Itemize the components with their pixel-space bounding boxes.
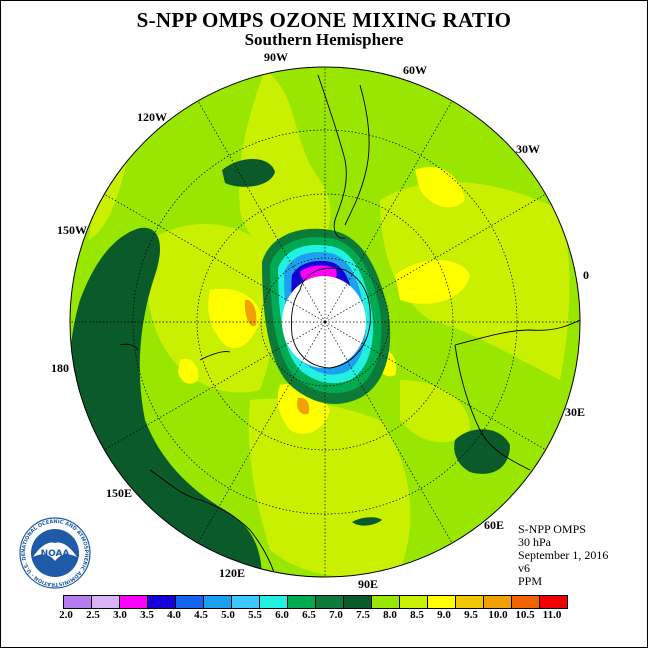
data-info-block: S-NPP OMPS 30 hPa September 1, 2016 v6 P… bbox=[518, 523, 608, 588]
noaa-logo: NATIONAL OCEANIC AND ATMOSPHERIC ADMINIS… bbox=[19, 517, 91, 589]
ozone-region bbox=[297, 397, 310, 415]
lon-label-150e: 150E bbox=[106, 486, 133, 500]
new-zealand-coast bbox=[199, 351, 231, 361]
colorbar-tick-label: 7.5 bbox=[356, 609, 370, 621]
south-america-coast bbox=[344, 84, 370, 226]
lon-label-60w: 60W bbox=[403, 63, 427, 77]
colorbar-tick-label: 11.0 bbox=[542, 609, 562, 621]
ozone-region bbox=[352, 517, 382, 526]
colorbar bbox=[63, 595, 568, 609]
colorbar-tick-label: 9.5 bbox=[464, 609, 478, 621]
lon-label-0: 0 bbox=[583, 268, 589, 282]
colorbar-tick-label: 5.5 bbox=[248, 609, 262, 621]
map-boundary bbox=[69, 66, 581, 578]
version-label: v6 bbox=[518, 561, 530, 575]
units-label: PPM bbox=[518, 574, 543, 588]
africa-coast bbox=[454, 344, 531, 471]
colorbar-tick-label: 4.5 bbox=[194, 609, 208, 621]
map-title: S-NPP OMPS OZONE MIXING RATIO bbox=[136, 8, 512, 32]
antarctica-coast bbox=[290, 267, 371, 369]
lon-label-120e: 120E bbox=[219, 566, 246, 580]
ozone-region bbox=[244, 299, 257, 327]
colorbar-tick-label: 10.0 bbox=[488, 609, 508, 621]
lon-label-30e: 30E bbox=[565, 405, 586, 419]
ozone-region bbox=[88, 150, 130, 240]
ozone-region bbox=[415, 166, 465, 208]
australia-coast bbox=[149, 469, 276, 576]
colorbar-tick-label: 2.5 bbox=[86, 609, 100, 621]
colorbar-tick-label: 7.0 bbox=[329, 609, 343, 621]
colorbar-tick-label: 4.0 bbox=[167, 609, 181, 621]
logo-text: NOAA bbox=[41, 549, 70, 559]
colorbar-tick-label: 3.0 bbox=[113, 609, 127, 621]
africa-coast bbox=[454, 319, 580, 346]
ozone-region bbox=[454, 429, 510, 474]
ozone-region bbox=[222, 158, 275, 187]
colorbar-tick-label: 6.5 bbox=[302, 609, 316, 621]
ozone-region bbox=[239, 70, 331, 265]
colorbar-ticks: 2.0 2.5 3.0 3.5 4.0 4.5 5.0 5.5 6.0 6.5 7.0 7.5 8.0 8… bbox=[0, 607, 648, 623]
instrument-label: S-NPP OMPS bbox=[518, 522, 586, 536]
south-pole-marker bbox=[323, 320, 327, 324]
pressure-level-label: 30 hPa bbox=[518, 535, 551, 549]
colorbar-tick-label: 6.0 bbox=[275, 609, 289, 621]
pacific-island-coast bbox=[119, 343, 139, 351]
lon-label-150w: 150W bbox=[57, 223, 87, 237]
colorbar-tick-label: 8.0 bbox=[383, 609, 397, 621]
colorbar-tick-label: 9.0 bbox=[437, 609, 451, 621]
lon-label-60e: 60E bbox=[484, 518, 505, 532]
colorbar-tick-label: 8.5 bbox=[410, 609, 424, 621]
coastlines bbox=[119, 74, 580, 576]
colorbar-tick-label: 5.0 bbox=[221, 609, 235, 621]
lon-label-90e: 90E bbox=[358, 577, 379, 591]
ozone-region bbox=[178, 358, 199, 384]
ozone-field bbox=[70, 67, 580, 577]
ozone-region bbox=[248, 398, 411, 577]
colorbar-swatch bbox=[539, 595, 568, 609]
graticule bbox=[70, 67, 580, 577]
lon-label-30w: 30W bbox=[516, 142, 540, 156]
lon-label-180: 180 bbox=[51, 361, 69, 375]
lon-label-120w: 120W bbox=[137, 110, 167, 124]
colorbar-tick-label: 3.5 bbox=[140, 609, 154, 621]
lon-label-90w: 90W bbox=[264, 50, 288, 64]
map-subtitle: Southern Hemisphere bbox=[244, 30, 404, 49]
date-label: September 1, 2016 bbox=[518, 548, 609, 562]
colorbar-tick-label: 2.0 bbox=[59, 609, 73, 621]
colorbar-tick-label: 10.5 bbox=[515, 609, 535, 621]
ozone-region bbox=[400, 380, 470, 443]
south-america-coast bbox=[317, 74, 347, 239]
